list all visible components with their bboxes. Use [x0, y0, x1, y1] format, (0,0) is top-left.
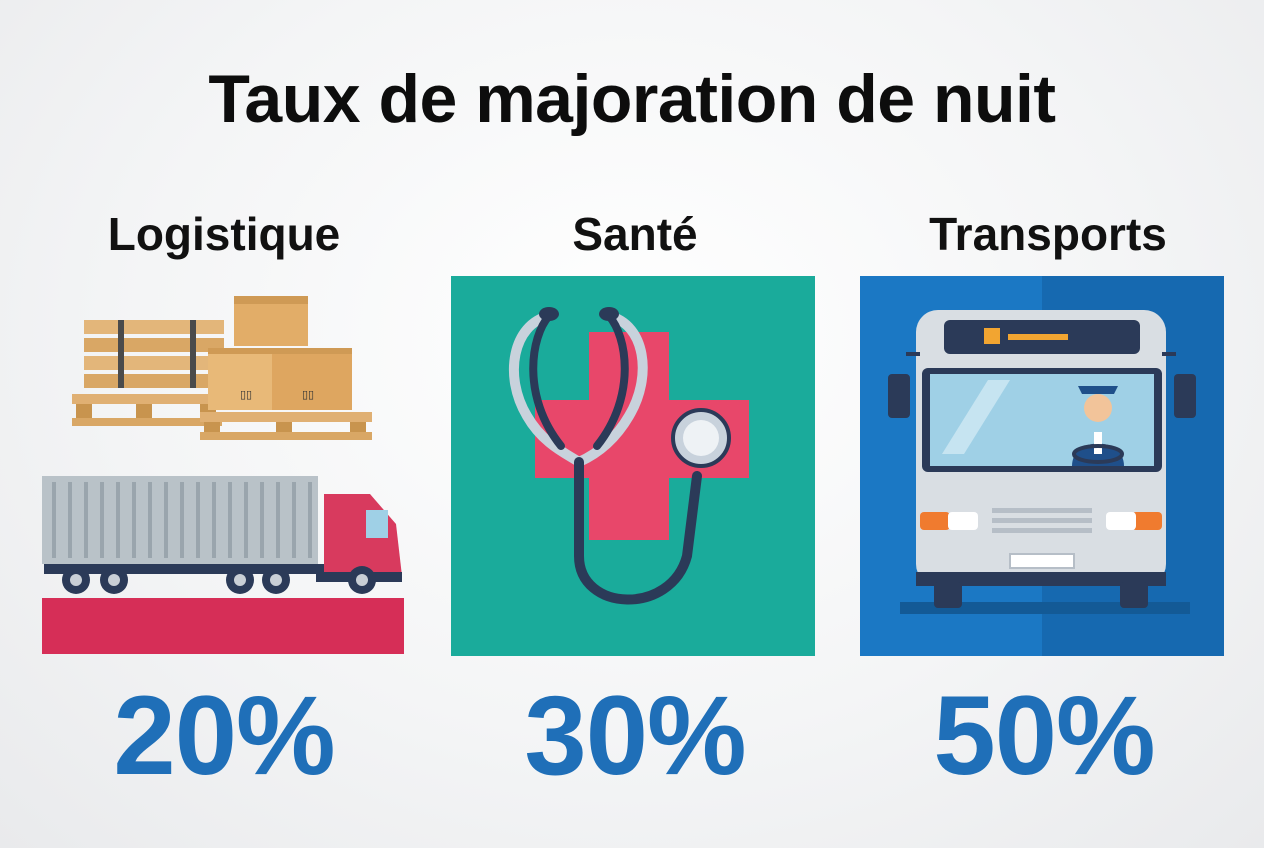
sector-column-sante: Santé 30% [451, 198, 819, 797]
sector-illustration [451, 276, 815, 656]
truck-icon [42, 476, 402, 594]
sector-label: Transports [929, 208, 1167, 260]
pallet-stack-icon [72, 320, 224, 426]
stethoscope-icon [509, 311, 702, 605]
sector-label: Logistique [107, 208, 341, 260]
stethoscope-cross-icon [451, 276, 815, 656]
ground-base [42, 598, 404, 654]
sector-column-logistique: Logistique [40, 198, 408, 797]
rate-value: 20% [113, 673, 335, 798]
sector-label: Santé [572, 208, 698, 260]
sector-illustration: ▯▯ ▯▯ [40, 276, 404, 656]
bus-driver-icon [860, 276, 1224, 656]
cardboard-boxes-icon: ▯▯ ▯▯ [200, 296, 372, 440]
bus-icon [888, 310, 1196, 608]
pallets-and-truck-icon: ▯▯ ▯▯ [42, 296, 404, 654]
svg-text:▯▯: ▯▯ [240, 388, 252, 401]
sector-illustration [860, 276, 1224, 656]
sector-column-transports: Transports [860, 198, 1228, 797]
rate-value: 50% [933, 673, 1155, 798]
svg-text:▯▯: ▯▯ [302, 388, 314, 401]
rate-value: 30% [524, 673, 746, 798]
page-title: Taux de majoration de nuit [208, 61, 1056, 137]
